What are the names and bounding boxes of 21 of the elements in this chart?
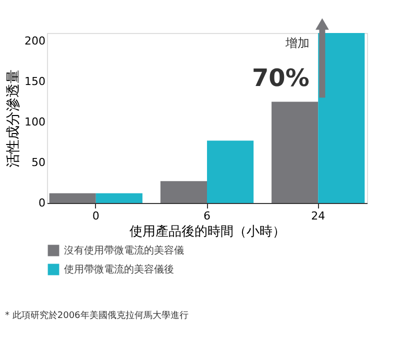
- y-tick-label: 150: [24, 75, 46, 88]
- y-tick-label: 100: [24, 116, 46, 129]
- annotation: 增加: [284, 36, 310, 50]
- bar: [49, 193, 96, 203]
- bar: [96, 193, 142, 203]
- x-axis-title: 使用產品後的時間（小時）: [130, 224, 286, 240]
- bar: [160, 181, 207, 203]
- x-tick-label: 24: [311, 210, 326, 222]
- x-tick-label: 6: [204, 210, 210, 222]
- y-tick-label: 200: [24, 34, 46, 48]
- bar: [318, 33, 365, 203]
- legend-label: 使用帶微電流的美容儀後: [64, 264, 174, 276]
- y-tick-label: 0: [38, 196, 46, 210]
- annotation: 70%: [252, 64, 310, 92]
- text: * 此項研究於2006年美國俄克拉何馬大學進行: [5, 310, 188, 321]
- y-axis-title: 活性成分滲透量: [6, 70, 22, 168]
- bar: [272, 102, 318, 203]
- legend-label: 沒有使用帶微電流的美容儀: [64, 244, 184, 256]
- bar: [207, 140, 254, 203]
- x-tick-label: 0: [92, 210, 100, 222]
- y-tick-label: 50: [32, 156, 46, 170]
